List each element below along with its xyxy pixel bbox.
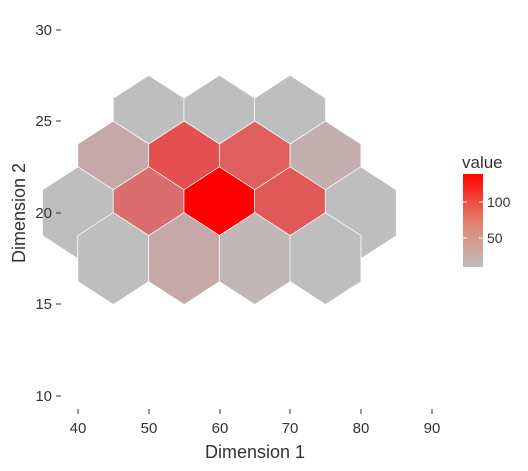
hexbin-cells — [42, 74, 397, 306]
color-legend: value 100 50 — [462, 153, 511, 267]
y-tick-label: 30 — [35, 22, 52, 39]
legend-color-bar — [463, 174, 483, 267]
y-tick-label: 10 — [35, 388, 52, 405]
y-tick-label: 15 — [35, 296, 52, 313]
y-axis-title: Dimension 2 — [9, 163, 29, 263]
x-tick-label: 80 — [353, 420, 370, 437]
x-axis: 40 50 60 70 80 90 — [70, 409, 441, 437]
x-tick-label: 50 — [141, 420, 158, 437]
y-tick-label: 20 — [35, 205, 52, 222]
x-axis-title: Dimension 1 — [205, 442, 305, 462]
x-tick-label: 70 — [282, 420, 299, 437]
legend-title: value — [462, 153, 503, 172]
x-tick-label: 40 — [70, 420, 87, 437]
hex-cell — [289, 212, 362, 306]
y-tick-label: 25 — [35, 113, 52, 130]
legend-break-label: 100 — [487, 194, 511, 210]
x-tick-label: 90 — [424, 420, 441, 437]
x-tick-label: 60 — [212, 420, 229, 437]
legend-break-label: 50 — [487, 230, 503, 246]
y-axis: 30 25 20 15 10 — [35, 22, 61, 405]
